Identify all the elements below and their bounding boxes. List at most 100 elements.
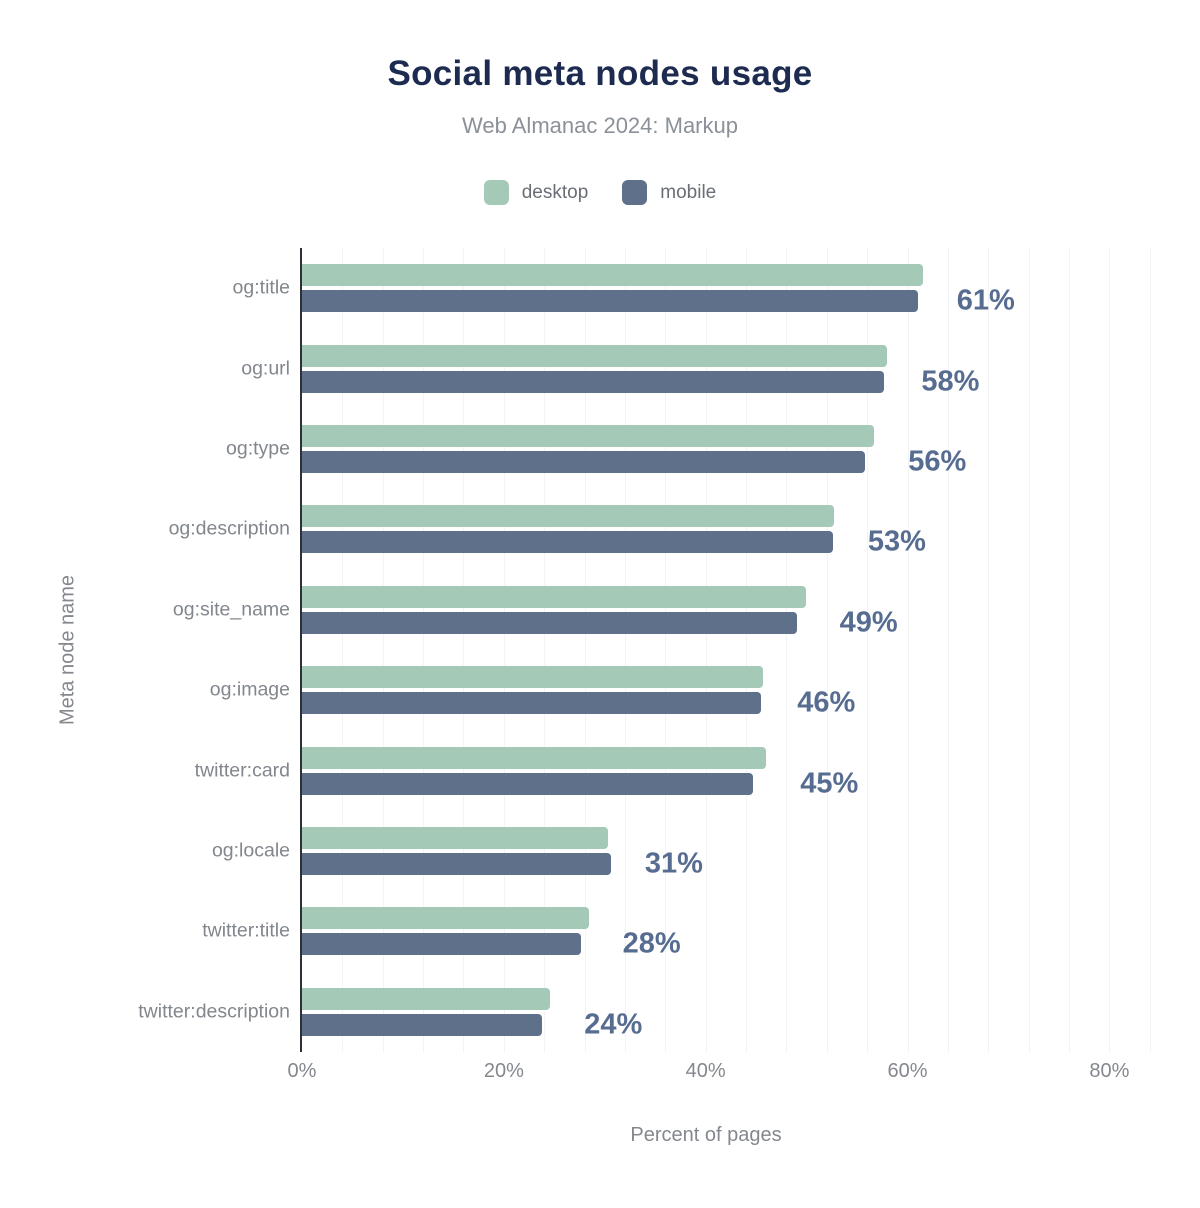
legend-item-mobile[interactable]: mobile xyxy=(622,180,716,205)
x-tick-label: 80% xyxy=(1089,1060,1130,1082)
bar-row-og:image: og:image 46% xyxy=(210,650,1170,730)
category-label: og:title xyxy=(232,276,290,299)
mobile-bar xyxy=(302,692,762,715)
value-label: 53% xyxy=(867,525,926,558)
bar-row-og:url: og:url 58% xyxy=(241,328,1170,408)
mobile-bar xyxy=(302,933,581,956)
bar-pair xyxy=(302,826,1170,875)
legend-swatch-mobile xyxy=(622,180,648,205)
value-label: 58% xyxy=(921,365,980,398)
gridline xyxy=(544,248,546,1052)
mobile-bar xyxy=(302,772,754,795)
x-axis: 0% 20% 40% 60% 80% xyxy=(288,1060,1170,1090)
desktop-bar xyxy=(302,505,834,528)
gridline xyxy=(1069,248,1071,1052)
desktop-bar xyxy=(302,746,767,769)
bar-pair xyxy=(302,987,1170,1036)
desktop-bar xyxy=(302,344,888,367)
value-label: 31% xyxy=(644,847,703,880)
category-label: twitter:card xyxy=(194,759,290,782)
value-label: 46% xyxy=(797,686,856,719)
bar-pair xyxy=(302,505,1170,554)
desktop-bar xyxy=(302,987,551,1010)
desktop-bar xyxy=(302,907,589,930)
value-label: 61% xyxy=(956,284,1015,317)
bar-row-og:site_name: og:site_name 49% xyxy=(173,570,1170,650)
mobile-bar xyxy=(302,852,611,875)
x-tick-label: 40% xyxy=(685,1060,726,1082)
gridline xyxy=(382,248,384,1052)
desktop-bar xyxy=(302,424,875,447)
gridline xyxy=(1149,248,1151,1052)
legend-swatch-desktop xyxy=(483,180,509,205)
mobile-bar xyxy=(302,450,866,473)
category-label: og:site_name xyxy=(172,598,290,621)
bar-pair xyxy=(302,746,1170,795)
desktop-bar xyxy=(302,666,764,689)
gridline xyxy=(1028,248,1030,1052)
gridline xyxy=(907,248,909,1052)
gridline xyxy=(947,248,949,1052)
gridline xyxy=(584,248,586,1052)
plot-area: og:title 61% og:url 58% og:type 56% og:descrip… xyxy=(138,248,1170,1052)
gridline xyxy=(503,248,505,1052)
desktop-bar xyxy=(302,826,608,849)
value-label: 45% xyxy=(800,767,859,800)
x-tick-label: 20% xyxy=(483,1060,524,1082)
mobile-bar xyxy=(302,370,885,393)
bar-pair xyxy=(302,666,1170,715)
mobile-bar xyxy=(302,531,833,554)
value-label: 56% xyxy=(908,445,967,478)
gridline xyxy=(1109,248,1111,1052)
y-axis-title: Meta node name xyxy=(56,574,79,726)
value-label: 24% xyxy=(584,1008,643,1041)
gridline xyxy=(746,248,748,1052)
category-label: og:image xyxy=(209,678,290,701)
bar-row-twitter:title: twitter:title 28% xyxy=(202,891,1170,971)
desktop-bar xyxy=(302,264,923,287)
bar-pair xyxy=(302,907,1170,956)
x-tick-label: 60% xyxy=(887,1060,928,1082)
chart-title: Social meta nodes usage xyxy=(387,54,813,93)
gridline xyxy=(423,248,425,1052)
gridline xyxy=(624,248,626,1052)
mobile-bar xyxy=(302,611,797,634)
value-label: 28% xyxy=(622,927,681,960)
category-label: og:locale xyxy=(211,839,290,862)
bar-row-og:title: og:title 61% xyxy=(233,248,1170,328)
x-tick-label: 0% xyxy=(287,1060,317,1082)
bar-row-og:type: og:type 56% xyxy=(226,409,1170,489)
mobile-bar xyxy=(302,290,918,313)
bar-row-twitter:card: twitter:card 45% xyxy=(195,730,1170,810)
gridline xyxy=(665,248,667,1052)
value-label: 49% xyxy=(839,606,898,639)
legend-label: desktop xyxy=(521,181,589,203)
bar-row-og:description: og:description 53% xyxy=(169,489,1170,569)
gridline xyxy=(988,248,990,1052)
x-axis-title: Percent of pages xyxy=(630,1124,782,1146)
legend-label: mobile xyxy=(660,181,717,203)
bar-pair xyxy=(302,344,1170,393)
gridline xyxy=(705,248,707,1052)
category-label: og:url xyxy=(241,357,290,380)
chart-subtitle: Web Almanac 2024: Markup xyxy=(462,113,738,138)
category-label: twitter:title xyxy=(202,919,290,942)
category-label: twitter:description xyxy=(138,1000,290,1023)
gridline xyxy=(826,248,828,1052)
bar-row-og:locale: og:locale 31% xyxy=(212,811,1170,891)
category-label: og:type xyxy=(226,437,290,460)
gridline xyxy=(342,248,344,1052)
gridline xyxy=(786,248,788,1052)
bar-pair xyxy=(302,424,1170,473)
legend: desktop mobile xyxy=(0,180,1200,205)
category-label: og:description xyxy=(168,517,290,540)
bar-pair xyxy=(302,264,1170,313)
gridline xyxy=(867,248,869,1052)
gridline xyxy=(463,248,465,1052)
legend-item-desktop[interactable]: desktop xyxy=(483,180,589,205)
bar-pair xyxy=(302,585,1170,634)
bar-row-twitter:description: twitter:description 24% xyxy=(138,972,1170,1052)
mobile-bar xyxy=(302,1013,543,1036)
desktop-bar xyxy=(302,585,806,608)
